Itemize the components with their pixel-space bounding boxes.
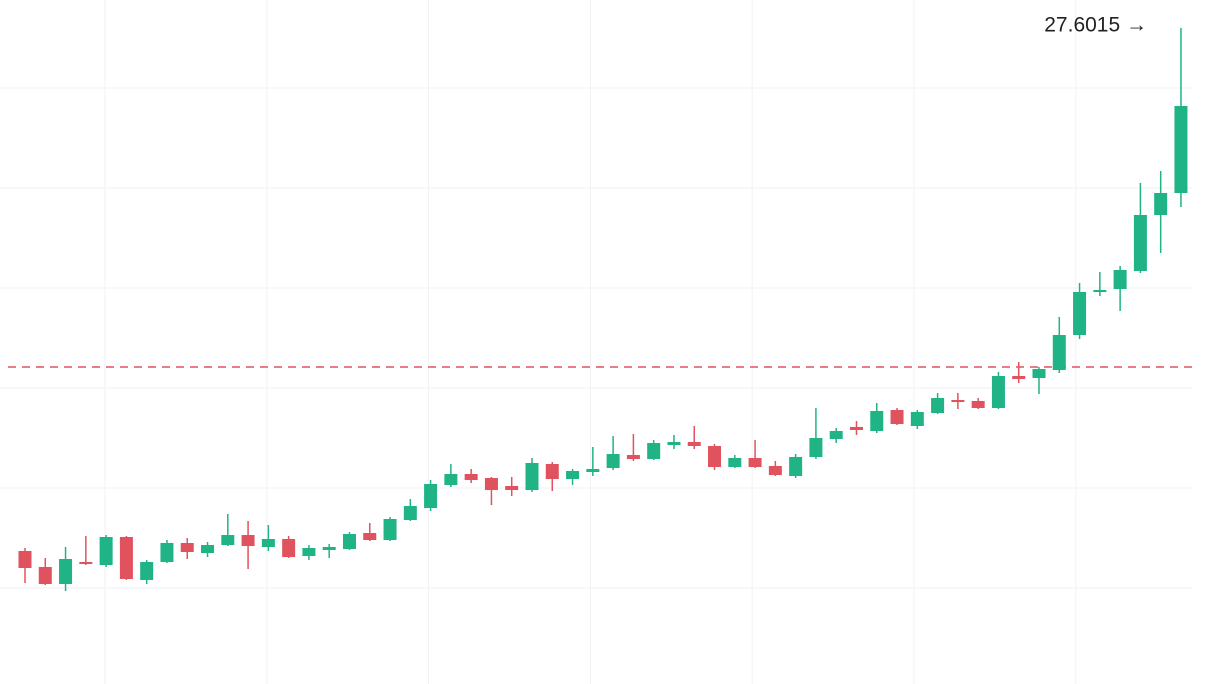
candle-body [687, 442, 701, 446]
candle-body [545, 464, 559, 479]
candle-body [1154, 193, 1168, 215]
candle-body [1073, 292, 1087, 335]
candle-body [484, 478, 498, 490]
candle-body [647, 443, 661, 459]
candle-body [708, 446, 722, 467]
candle-body [201, 545, 215, 553]
candle-body [403, 506, 417, 520]
candle-body [809, 438, 823, 457]
candle-body [1113, 270, 1127, 289]
candle-body [586, 469, 600, 472]
candle-body [829, 431, 843, 439]
candle-body [18, 551, 32, 568]
candle-body [1093, 290, 1107, 292]
candle-body [910, 412, 924, 426]
candle-body [1052, 335, 1066, 370]
candle-body [667, 442, 681, 445]
candle-body [363, 533, 377, 540]
candle-body [241, 535, 255, 546]
candle-body [99, 537, 113, 565]
candle-body [1174, 106, 1188, 193]
candle-body [79, 562, 93, 564]
candle-body [849, 427, 863, 430]
candle-body [119, 537, 133, 579]
candle-body [606, 454, 620, 468]
candle-body [890, 410, 904, 424]
candle-body [282, 539, 296, 557]
candle-body [302, 548, 316, 556]
candle-body [951, 400, 965, 402]
candle-body [748, 458, 762, 467]
candle-body [424, 484, 438, 508]
candle-body [59, 559, 73, 584]
candle-body [444, 474, 458, 485]
candle-body [1133, 215, 1147, 271]
candle-body [38, 567, 52, 584]
candle-body [626, 455, 640, 459]
candle-body [383, 519, 397, 540]
candle-body [160, 543, 174, 562]
candle-body [971, 401, 985, 408]
candle-body [342, 534, 356, 549]
candle-body [789, 457, 803, 476]
candle-body [728, 458, 742, 467]
candle-body [931, 398, 945, 413]
last-price-label: 27.6015 → [1044, 13, 1147, 36]
candle-body [221, 535, 235, 545]
candle-body [1012, 376, 1026, 379]
candle-body [768, 466, 782, 475]
candle-body [1032, 369, 1046, 378]
candle-body [505, 486, 519, 490]
candle-body [261, 539, 275, 547]
candle-body [180, 543, 194, 552]
candle-body [322, 547, 336, 550]
candle-body [140, 562, 154, 580]
candle-body [464, 474, 478, 480]
candle-body [525, 463, 539, 490]
candle-body [870, 411, 884, 431]
candle-body [566, 471, 580, 479]
candle-body [991, 376, 1005, 408]
